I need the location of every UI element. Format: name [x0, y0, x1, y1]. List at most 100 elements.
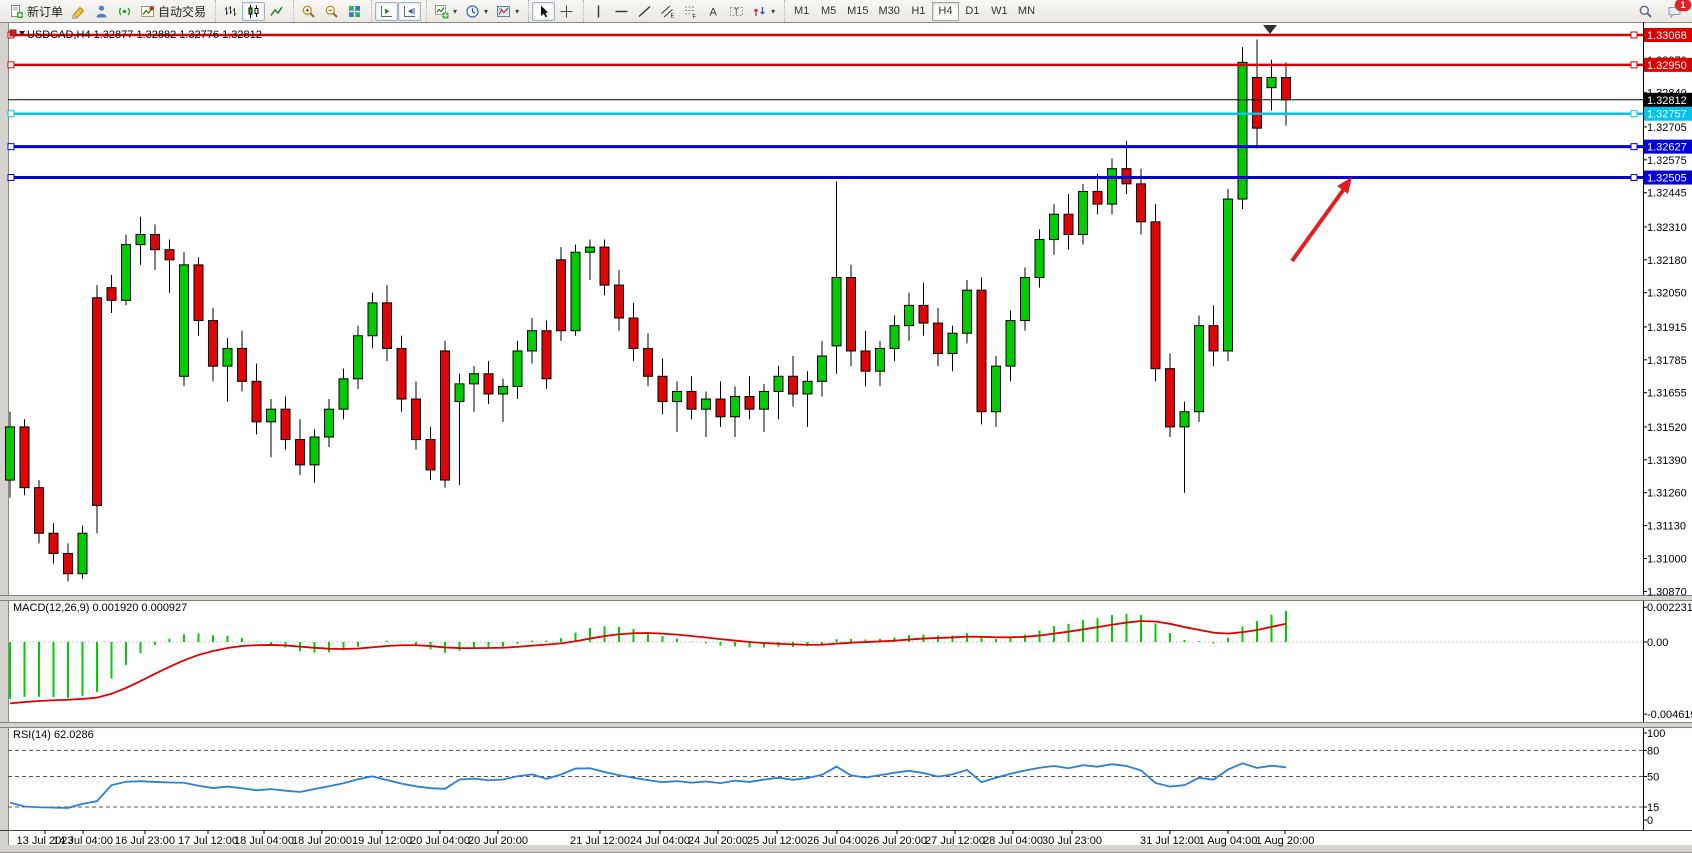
tile-windows-button[interactable]: [343, 2, 366, 21]
timeframe-H1-button[interactable]: H1: [905, 2, 932, 21]
macd-panel: 0.002231 0.00 -0.004619: [8, 602, 1692, 721]
svg-text:1.32445: 1.32445: [1647, 188, 1687, 200]
notification-badge: 1: [1675, 0, 1691, 11]
chart-shift-end-button[interactable]: [375, 1, 399, 21]
svg-text:1.31655: 1.31655: [1647, 388, 1687, 400]
channel-button[interactable]: E: [656, 2, 679, 21]
search-button[interactable]: [1634, 2, 1657, 21]
toolbar-group-timeframes: M1 M5 M15 M30 H1 H4 D1 W1 MN: [784, 0, 1043, 22]
new-order-button[interactable]: 新订单: [5, 2, 67, 21]
trendline-button[interactable]: [633, 2, 656, 21]
svg-text:A: A: [710, 6, 718, 18]
timeframe-M30-button[interactable]: M30: [874, 2, 905, 21]
arrows-button[interactable]: ▾: [748, 2, 779, 21]
zoom-in-button[interactable]: [297, 2, 320, 21]
title-chevron-icon: [19, 31, 25, 36]
bar-chart-button[interactable]: [219, 2, 242, 21]
fibo-icon: F: [685, 6, 697, 19]
svg-text:1.31260: 1.31260: [1647, 488, 1687, 500]
zoom-out-button[interactable]: [320, 2, 343, 21]
svg-text:26 Jul 20:00: 26 Jul 20:00: [867, 835, 927, 847]
chevron-down-icon: ▾: [453, 6, 458, 16]
rsi-panel: 100 80 50 150: [8, 728, 1665, 827]
svg-text:1 Aug 20:00: 1 Aug 20:00: [1256, 835, 1315, 847]
svg-text:-0.004619: -0.004619: [1647, 709, 1692, 721]
svg-text:13 Jul 2023: 13 Jul 2023: [17, 835, 74, 847]
indicators-icon: [435, 4, 449, 18]
timeframe-M15-button[interactable]: M15: [842, 2, 873, 21]
svg-text:18 Jul 20:00: 18 Jul 20:00: [292, 835, 352, 847]
cursor-icon: [541, 5, 549, 17]
svg-text:0: 0: [1647, 815, 1653, 827]
shift-end-icon: [381, 5, 393, 17]
svg-text:26 Jul 04:00: 26 Jul 04:00: [807, 835, 867, 847]
svg-text:30 Jul 23:00: 30 Jul 23:00: [1042, 835, 1102, 847]
publish-button[interactable]: [90, 2, 113, 21]
crayon-button[interactable]: [67, 2, 90, 21]
line-chart-button[interactable]: [265, 2, 288, 21]
svg-text:1.33068: 1.33068: [1647, 30, 1687, 42]
hline-objects[interactable]: [7, 31, 1643, 182]
svg-text:T: T: [734, 7, 739, 16]
arrow-annotation[interactable]: [1290, 177, 1352, 263]
hline-button[interactable]: [610, 2, 633, 21]
toolbar-group-orders: 新订单 自动交易: [2, 0, 213, 22]
chart-shift-marker[interactable]: [1263, 25, 1277, 34]
svg-text:1.32575: 1.32575: [1647, 155, 1687, 167]
svg-text:18 Jul 04:00: 18 Jul 04:00: [234, 835, 294, 847]
timeframe-D1-button[interactable]: D1: [959, 2, 986, 21]
svg-text:1.32180: 1.32180: [1647, 255, 1687, 267]
clock-icon: [466, 4, 479, 18]
svg-text:24 Jul 20:00: 24 Jul 20:00: [688, 835, 748, 847]
svg-text:1.31000: 1.31000: [1647, 554, 1687, 566]
svg-text:25 Jul 12:00: 25 Jul 12:00: [747, 835, 807, 847]
svg-text:15: 15: [1647, 802, 1659, 814]
fibo-button[interactable]: F: [679, 2, 702, 21]
new-order-button-label: 新订单: [27, 4, 64, 19]
svg-text:20 Jul 04:00: 20 Jul 04:00: [410, 835, 470, 847]
chevron-down-icon: ▾: [515, 6, 520, 16]
timeframe-M5-button[interactable]: M5: [815, 2, 842, 21]
svg-text:1.32505: 1.32505: [1647, 173, 1687, 185]
indicators-button[interactable]: ▾: [430, 2, 461, 21]
channel-icon: E: [661, 5, 675, 19]
chart-area[interactable]: 1.329701.328401.327051.325751.324451.323…: [0, 22, 1692, 852]
vline-icon: [597, 5, 600, 17]
chart-shift-button[interactable]: [398, 1, 422, 21]
signal-button[interactable]: [113, 2, 136, 21]
label-button[interactable]: T: [725, 2, 748, 21]
notifications-button[interactable]: 1: [1663, 0, 1691, 21]
timeframe-W1-button[interactable]: W1: [986, 2, 1013, 21]
svg-text:50: 50: [1647, 772, 1659, 784]
periods-button[interactable]: ▾: [461, 2, 492, 21]
toolbar-right: 1: [1634, 0, 1692, 21]
autotrading-button[interactable]: 自动交易: [136, 2, 210, 21]
text-button[interactable]: A: [702, 2, 725, 21]
svg-text:1.31915: 1.31915: [1647, 322, 1687, 334]
svg-text:1.31130: 1.31130: [1647, 521, 1686, 533]
svg-text:0.002231: 0.002231: [1647, 602, 1692, 614]
crosshair-icon: [560, 5, 573, 17]
chart-canvas[interactable]: 1.329701.328401.327051.325751.324451.323…: [0, 22, 1692, 852]
new-order-icon: [11, 4, 23, 18]
toolbar-group-zoom: [293, 0, 369, 22]
text-a-icon: A: [710, 6, 718, 18]
vline-button[interactable]: [587, 2, 610, 21]
cursor-button[interactable]: [532, 1, 556, 21]
zoom-out-icon: [325, 5, 338, 18]
template-icon: [497, 5, 511, 17]
timeframe-M1-button[interactable]: M1: [788, 2, 815, 21]
svg-text:100: 100: [1647, 728, 1665, 740]
templates-button[interactable]: ▾: [492, 2, 523, 21]
signal-icon: [118, 7, 131, 15]
crosshair-button[interactable]: [555, 2, 578, 21]
expert-icon: [9, 29, 17, 37]
candle-chart-button[interactable]: [242, 1, 266, 21]
svg-text:1.32812: 1.32812: [1647, 95, 1687, 107]
svg-text:28 Jul 04:00: 28 Jul 04:00: [983, 835, 1043, 847]
timeframe-H4-button[interactable]: H4: [931, 1, 959, 21]
crayon-icon: [71, 6, 85, 19]
timeframe-MN-button[interactable]: MN: [1013, 2, 1040, 21]
